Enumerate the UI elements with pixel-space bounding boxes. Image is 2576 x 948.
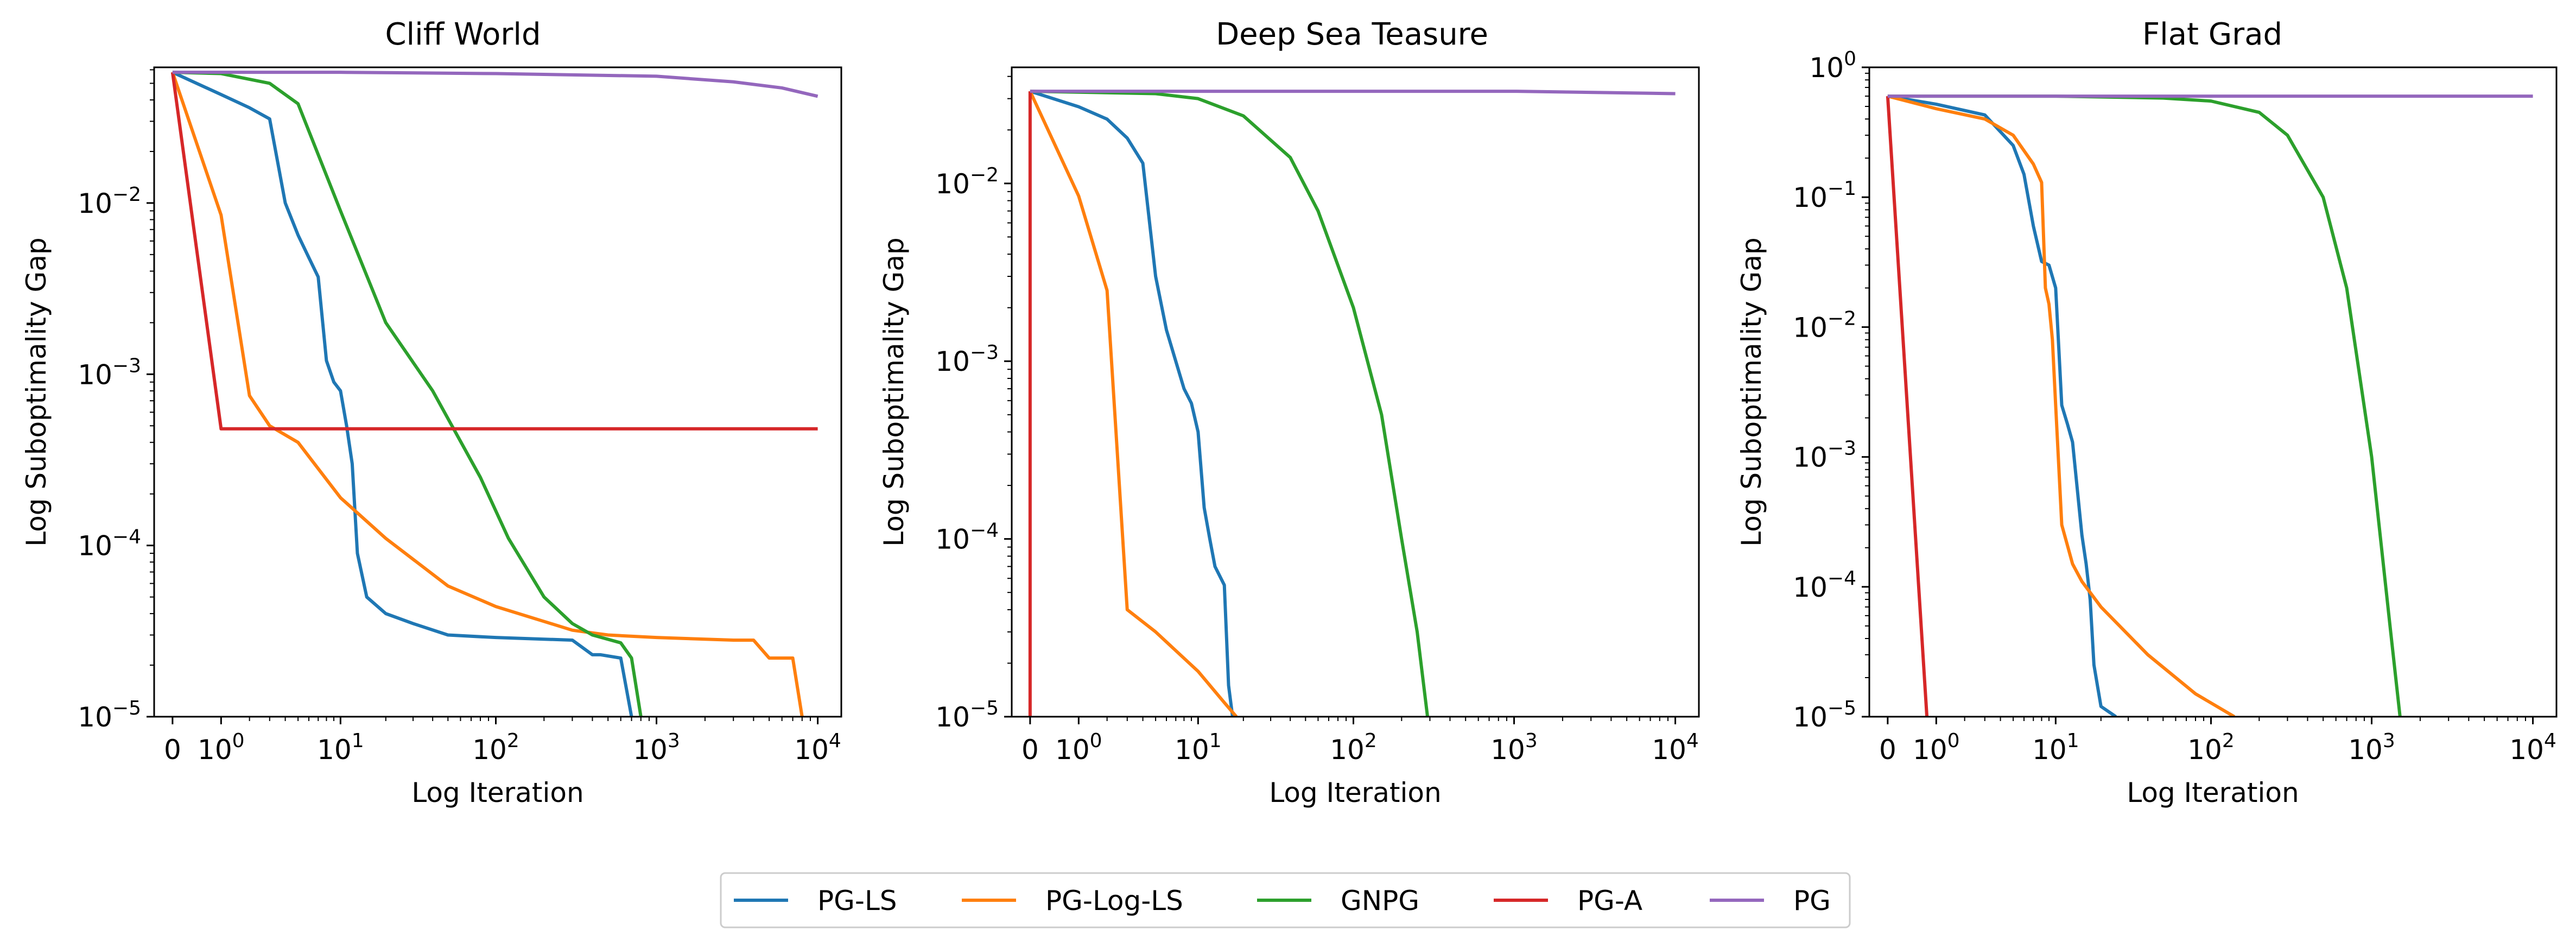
x-tick-label: 104 (2509, 730, 2556, 766)
y-tick-label: 10−2 (1793, 307, 1856, 343)
series-line-pg-ls (1029, 90, 1234, 717)
y-tick-label: 100 (1809, 48, 1856, 84)
series-line-pg-ls (172, 71, 633, 717)
legend-item: GNPG (1257, 885, 1419, 917)
x-tick-label: 0 (1021, 734, 1039, 766)
series-line-pg (1030, 90, 1676, 96)
series-line-gnpg (1030, 90, 1430, 717)
legend-item: PG-A (1494, 885, 1642, 917)
legend-label: PG-A (1577, 885, 1642, 917)
y-tick-label: 10−2 (78, 184, 141, 219)
chart-title: Flat Grad (2142, 17, 2282, 52)
plot-frame (1011, 66, 1700, 718)
series-line-pg-log-ls (171, 72, 804, 717)
legend-label: GNPG (1341, 885, 1419, 917)
y-axis-label: Log Suboptimality Gap (1736, 237, 1767, 547)
x-tick-label: 102 (2187, 730, 2235, 766)
y-tick-label: 10−3 (935, 342, 999, 377)
series-line-pg-log-ls (1887, 94, 2236, 717)
chart-title: Cliff World (385, 17, 541, 52)
legend-label: PG-Log-LS (1045, 885, 1183, 917)
legend-item: PG-LS (734, 885, 897, 917)
legend-item: PG (1710, 885, 1831, 917)
legend: PG-LS PG-Log-LS GNPG PG-A PG (720, 872, 1851, 928)
x-axis-label: Log Iteration (2127, 777, 2299, 808)
chart-title: Deep Sea Teasure (1216, 17, 1488, 52)
series-line-pg-a (170, 72, 818, 431)
x-axis-label: Log Iteration (411, 777, 583, 808)
plot-frame (1868, 66, 2558, 718)
y-axis-label: Log Suboptimality Gap (878, 237, 910, 547)
subplot-flat-grad: Flat Grad 0 100 101 102 103 104 10010−110−210… (1736, 17, 2558, 808)
plot-frame (153, 66, 842, 718)
x-tick-label: 101 (317, 730, 364, 766)
x-tick-label: 0 (1879, 734, 1896, 766)
subplot-deep-sea: Deep Sea Teasure 0 100 101 102 103 104 10−210… (878, 17, 1700, 808)
legend-item: PG-Log-LS (962, 885, 1183, 917)
legend-label: PG (1793, 885, 1831, 917)
x-axis-label: Log Iteration (1269, 777, 1441, 808)
y-axis-label: Log Suboptimality Gap (21, 237, 52, 547)
series-line-pg-log-ls (1029, 90, 1238, 717)
series-line-pg (172, 71, 819, 98)
series-line-gnpg (172, 71, 643, 717)
series-line-pg-a (1886, 96, 1929, 717)
legend-label: PG-LS (817, 885, 897, 917)
x-tick-label: 0 (164, 734, 181, 766)
series-line-pg-ls (1887, 94, 2117, 717)
